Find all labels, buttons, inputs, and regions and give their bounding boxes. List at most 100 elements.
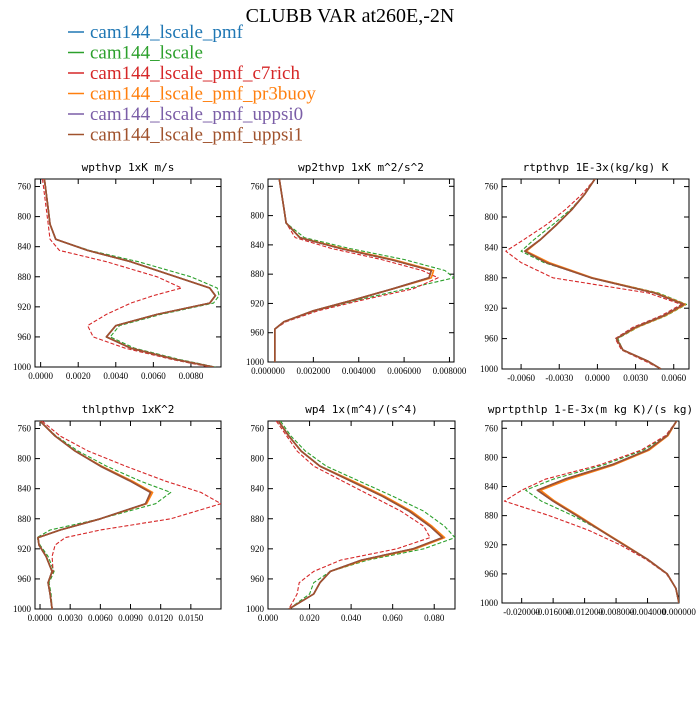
panel-5: wp4 1x(m^4)/(s^4)76080084088092096010000… xyxy=(246,403,456,623)
x-tick-label: 0.0030 xyxy=(623,373,648,383)
x-tick-label: 0.004000 xyxy=(342,366,376,376)
legend-entry: cam144_lscale_pmf xyxy=(90,22,244,43)
x-tick-label: 0.0060 xyxy=(88,613,113,623)
series-line-cam144-lscale-pmf-c7rich xyxy=(505,179,682,369)
panel-title: wp2thvp 1xK m^2/s^2 xyxy=(298,161,424,174)
x-tick-label: 0.0080 xyxy=(179,371,204,381)
y-tick-label: 760 xyxy=(485,182,499,192)
x-tick-label: -0.0060 xyxy=(507,373,535,383)
x-tick-label: 0.0120 xyxy=(148,613,173,623)
y-tick-label: 840 xyxy=(18,242,32,252)
x-tick-label: -0.020000 xyxy=(503,607,540,617)
legend-entry: cam144_lscale_pmf_uppsi0 xyxy=(90,104,303,125)
x-tick-label: 0.0000 xyxy=(28,613,53,623)
y-tick-label: 800 xyxy=(251,454,265,464)
y-tick-label: 960 xyxy=(251,328,265,338)
y-tick-label: 760 xyxy=(485,423,499,433)
series-line-cam144-lscale-pmf-uppsi1 xyxy=(277,421,444,609)
series-line-cam144-lscale-pmf-uppsi1 xyxy=(37,421,152,609)
legend-entry: cam144_lscale_pmf_c7rich xyxy=(90,63,300,84)
legend: cam144_lscale_pmfcam144_lscalecam144_lsc… xyxy=(68,22,316,146)
y-tick-label: 1000 xyxy=(13,604,32,614)
series-line-cam144-lscale-pmf-c7rich xyxy=(275,421,431,609)
y-tick-label: 960 xyxy=(251,574,265,584)
x-tick-label: 0.0150 xyxy=(178,613,203,623)
series-line-cam144-lscale-pmf-uppsi1 xyxy=(43,179,217,367)
panel-title: thlpthvp 1xK^2 xyxy=(82,403,175,416)
x-tick-label: 0.060 xyxy=(383,613,404,623)
x-tick-label: 0.0060 xyxy=(661,373,686,383)
panel-3: rtpthvp 1E-3x(kg/kg) K 760 800 840 880 920 960… xyxy=(480,161,690,383)
y-tick-label: 880 xyxy=(485,511,499,521)
y-tick-label: 800 xyxy=(485,452,499,462)
y-tick-label: 1000 xyxy=(13,362,32,372)
y-tick-label: 840 xyxy=(485,482,499,492)
y-tick-label: 800 xyxy=(485,212,499,222)
x-tick-label: -0.0030 xyxy=(545,373,573,383)
series-line-cam144-lscale xyxy=(43,179,220,367)
series-line-cam144-lscale xyxy=(36,421,172,609)
panel-title: wp4 1x(m^4)/(s^4) xyxy=(305,403,418,416)
legend-entry: cam144_lscale xyxy=(90,43,203,64)
x-tick-label: 0.0060 xyxy=(141,371,166,381)
series-line-cam144-lscale-pmf-uppsi1 xyxy=(524,179,685,369)
y-tick-label: 840 xyxy=(485,242,499,252)
x-tick-label: 0.0030 xyxy=(58,613,83,623)
x-tick-label: 0.002000 xyxy=(296,366,330,376)
y-tick-label: 840 xyxy=(251,484,265,494)
plot-frame xyxy=(34,420,222,610)
y-tick-label: 920 xyxy=(251,298,265,308)
figure-title: CLUBB VAR at260E,-2N xyxy=(246,5,455,27)
y-tick-label: 1000 xyxy=(246,357,265,367)
y-tick-label: 920 xyxy=(18,544,32,554)
y-tick-label: 920 xyxy=(18,302,32,312)
y-tick-label: 960 xyxy=(18,574,32,584)
x-tick-label: 0.000 xyxy=(258,613,279,623)
x-tick-label: 0.000000 xyxy=(662,607,696,617)
y-tick-label: 760 xyxy=(18,424,32,434)
y-tick-label: 880 xyxy=(251,269,265,279)
panels: wpthvp 1xK m/s76080084088092096010000.00… xyxy=(13,161,696,623)
panel-4: thlpthvp 1xK^276080084088092096010000.00… xyxy=(13,403,222,623)
y-tick-label: 920 xyxy=(485,303,499,313)
x-tick-label: -0.012000 xyxy=(566,607,603,617)
y-tick-label: 1000 xyxy=(246,604,265,614)
y-tick-label: 880 xyxy=(251,514,265,524)
panel-title: wprtpthlp 1-E-3x(m kg K)/(s kg) xyxy=(488,403,693,416)
plot-frame xyxy=(267,178,455,363)
x-tick-label: 0.040 xyxy=(341,613,362,623)
legend-entry: cam144_lscale_pmf_pr3buoy xyxy=(90,84,316,105)
plot-frame xyxy=(501,420,680,604)
y-tick-label: 800 xyxy=(18,212,32,222)
panel-2: wp2thvp 1xK m^2/s^2 760 800 840 880 920 960 100… xyxy=(246,161,467,376)
y-tick-label: 840 xyxy=(18,484,32,494)
y-tick-label: 920 xyxy=(251,544,265,554)
panel-title: wpthvp 1xK m/s xyxy=(82,161,175,174)
y-tick-label: 800 xyxy=(251,211,265,221)
y-tick-label: 840 xyxy=(251,240,265,250)
x-tick-label: -0.008000 xyxy=(598,607,635,617)
x-tick-label: 0.000000 xyxy=(251,366,285,376)
x-tick-label: 0.0020 xyxy=(66,371,91,381)
plot-frame xyxy=(501,178,690,370)
x-tick-label: -0.004000 xyxy=(629,607,666,617)
series-line-cam144-lscale-pmf-uppsi1 xyxy=(273,179,433,362)
y-tick-label: 760 xyxy=(18,182,32,192)
x-tick-label: 0.0090 xyxy=(118,613,143,623)
y-tick-label: 880 xyxy=(18,514,32,524)
y-tick-label: 1000 xyxy=(480,598,499,608)
x-tick-label: 0.006000 xyxy=(387,366,421,376)
series-line-cam144-lscale-pmf-uppsi1 xyxy=(536,421,679,603)
panel-1: wpthvp 1xK m/s76080084088092096010000.00… xyxy=(13,161,222,381)
x-tick-label: -0.016000 xyxy=(535,607,572,617)
x-tick-label: 0.080 xyxy=(424,613,445,623)
legend-entry: cam144_lscale_pmf_uppsi1 xyxy=(90,125,303,146)
plot-frame xyxy=(267,420,456,610)
y-tick-label: 920 xyxy=(485,540,499,550)
y-tick-label: 800 xyxy=(18,454,32,464)
x-tick-label: 0.0000 xyxy=(585,373,610,383)
panel-6: wprtpthlp 1-E-3x(m kg K)/(s kg) 760 800 840… xyxy=(480,403,696,617)
y-tick-label: 960 xyxy=(485,334,499,344)
y-tick-label: 960 xyxy=(18,332,32,342)
